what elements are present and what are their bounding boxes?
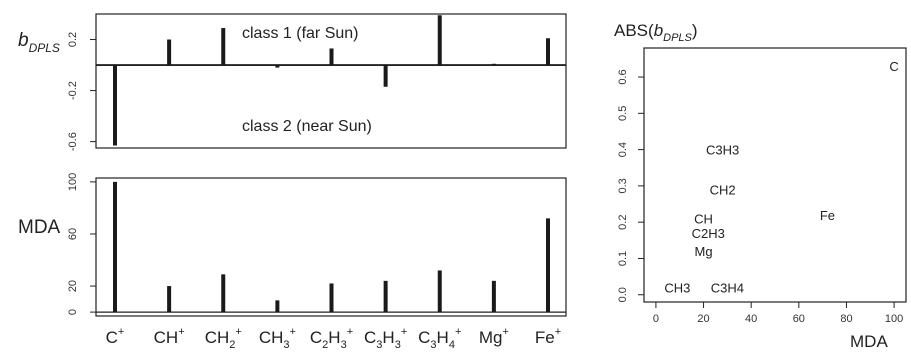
- bdpls-bars: [113, 15, 550, 146]
- category-label-C2H3+: C2H3+: [310, 326, 353, 351]
- category-label-CH+: CH+: [154, 326, 185, 347]
- annotation-class-1: class 1 (far Sun): [242, 25, 358, 42]
- bdpls-ylabel: bDPLS: [18, 30, 60, 55]
- scatter-point-C3H3: C3H3: [706, 143, 739, 158]
- scatter-y-axis: 0.0 0.1 0.2 0.3 0.4 0.5 0.6: [617, 69, 644, 302]
- scatter-point-CH2: CH2: [710, 183, 736, 198]
- category-label-Mg+: Mg+: [479, 326, 509, 347]
- scatter-ytick-label: 0.3: [617, 178, 629, 193]
- panel-mda: 100 60 20 0 MDA C+ CH+ CH2+ CH3+ C2H3+ C3H3+ C3H4…: [18, 173, 567, 351]
- scatter-ytick-label: 0.6: [617, 69, 629, 84]
- mda-ytick-label: 0: [67, 309, 79, 315]
- scatter-xtick-label: 20: [697, 313, 709, 325]
- scatter-ytick-label: 0.1: [617, 251, 629, 266]
- category-labels: C+ CH+ CH2+ CH3+ C2H3+ C3H3+ C3H4+ Mg+ Fe+: [106, 326, 562, 351]
- scatter-ytick-label: 0.4: [617, 142, 629, 157]
- panel-scatter: ABS(bDPLS) 0.0 0.1 0.2 0.3 0.4 0.5 0.6 0 20 40 60…: [614, 21, 907, 351]
- mda-plot-frame: [95, 177, 567, 317]
- category-label-C3H3+: C3H3+: [364, 326, 407, 351]
- bdpls-plot-frame: [95, 13, 567, 149]
- category-label-CH3+: CH3+: [259, 326, 296, 351]
- scatter-xlabel: MDA: [850, 332, 888, 351]
- category-label-C+: C+: [106, 326, 125, 347]
- scatter-point-C3H4: C3H4: [711, 280, 744, 295]
- scatter-ytick-label: 0.0: [617, 287, 629, 302]
- scatter-ytick-label: 0.5: [617, 106, 629, 121]
- mda-y-axis: 100 60 20 0: [67, 173, 96, 315]
- category-label-Fe+: Fe+: [535, 326, 561, 347]
- scatter-plot-frame: [643, 47, 907, 303]
- category-label-C3H4+: C3H4+: [418, 326, 461, 351]
- mda-ytick-label: 100: [67, 173, 79, 191]
- mda-bars: [113, 181, 550, 313]
- bdpls-ytick-label: -0.6: [67, 132, 79, 151]
- mda-ytick-label: 60: [67, 228, 79, 240]
- scatter-point-Mg: Mg: [695, 244, 713, 259]
- scatter-ytick-label: 0.2: [617, 215, 629, 230]
- scatter-point-C: C: [889, 59, 898, 74]
- scatter-x-axis: 0 20 40 60 80 100: [653, 302, 903, 325]
- category-label-CH2+: CH2+: [205, 326, 242, 351]
- scatter-point-CH3: CH3: [664, 280, 690, 295]
- bdpls-ytick-label: 0.2: [67, 32, 79, 47]
- bdpls-ytick-label: -0.2: [67, 81, 79, 100]
- scatter-point-C2H3: C2H3: [692, 226, 725, 241]
- bdpls-y-axis: 0.2 -0.2 -0.6: [67, 32, 96, 151]
- scatter-point-CH: CH: [694, 212, 713, 227]
- scatter-title: ABS(bDPLS): [614, 21, 698, 44]
- scatter-xtick-label: 40: [745, 313, 757, 325]
- scatter-xtick-label: 80: [840, 313, 852, 325]
- scatter-xtick-label: 0: [653, 313, 659, 325]
- annotation-class-2: class 2 (near Sun): [242, 118, 372, 135]
- scatter-xtick-label: 60: [793, 313, 805, 325]
- mda-ylabel: MDA: [18, 217, 61, 238]
- panel-bdpls: 0.2 -0.2 -0.6 bDPLS class 1 (far Sun) clas…: [18, 13, 567, 151]
- mda-ytick-label: 20: [67, 280, 79, 292]
- scatter-xtick-label: 100: [885, 313, 903, 325]
- scatter-point-Fe: Fe: [820, 208, 835, 223]
